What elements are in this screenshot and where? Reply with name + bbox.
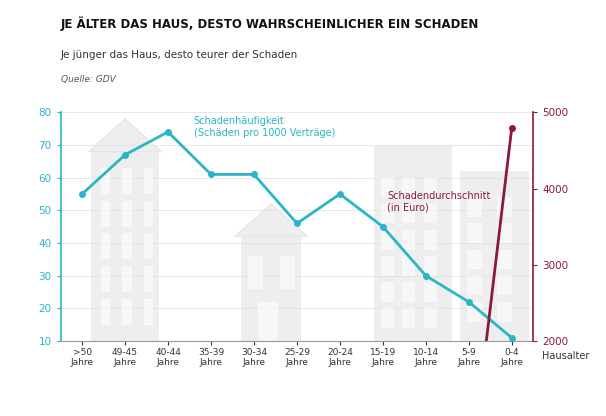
Bar — [402, 204, 415, 223]
Bar — [467, 302, 482, 322]
Bar — [144, 266, 153, 292]
Bar — [122, 201, 132, 227]
Bar — [402, 282, 415, 302]
Text: Schadendurchschnitt
(in Euro): Schadendurchschnitt (in Euro) — [387, 191, 490, 213]
Bar — [101, 168, 110, 194]
Bar — [497, 276, 512, 295]
Bar — [424, 204, 436, 223]
Bar — [101, 299, 110, 325]
Bar — [144, 168, 153, 194]
Bar — [402, 308, 415, 328]
Polygon shape — [235, 204, 308, 237]
Bar — [280, 256, 295, 289]
Text: JE ÄLTER DAS HAUS, DESTO WAHRSCHEINLICHER EIN SCHADEN: JE ÄLTER DAS HAUS, DESTO WAHRSCHEINLICHE… — [61, 17, 479, 31]
Text: Je jünger das Haus, desto teurer der Schaden: Je jünger das Haus, desto teurer der Sch… — [61, 50, 298, 60]
Bar — [460, 171, 529, 341]
Bar — [497, 302, 512, 322]
Bar — [424, 282, 436, 302]
Bar — [247, 256, 262, 289]
Bar — [467, 223, 482, 243]
Bar — [122, 299, 132, 325]
Bar — [381, 178, 394, 197]
Bar — [497, 223, 512, 243]
Bar — [381, 204, 394, 223]
Text: Quelle: GDV: Quelle: GDV — [61, 75, 115, 84]
Bar — [122, 168, 132, 194]
Bar — [424, 256, 436, 276]
Bar — [144, 299, 153, 325]
Bar — [424, 308, 436, 328]
Bar — [424, 230, 436, 250]
Bar — [402, 178, 415, 197]
Bar — [122, 233, 132, 260]
Bar — [497, 250, 512, 269]
Bar — [241, 237, 301, 341]
Bar — [258, 302, 278, 341]
Text: Hausalter: Hausalter — [542, 351, 589, 361]
Bar — [381, 230, 394, 250]
Bar — [467, 250, 482, 269]
Bar — [497, 197, 512, 217]
Bar — [144, 201, 153, 227]
Bar — [122, 266, 132, 292]
Bar — [424, 178, 436, 197]
Bar — [467, 276, 482, 295]
Bar — [91, 151, 159, 341]
Bar — [101, 201, 110, 227]
Bar — [375, 145, 451, 341]
Polygon shape — [88, 119, 162, 151]
Bar — [101, 266, 110, 292]
Bar — [402, 256, 415, 276]
Bar — [402, 230, 415, 250]
Bar — [144, 233, 153, 260]
Bar — [467, 197, 482, 217]
Bar — [101, 233, 110, 260]
Bar — [381, 256, 394, 276]
Bar — [381, 308, 394, 328]
Text: Schadenhäufigkeit
(Schäden pro 1000 Verträge): Schadenhäufigkeit (Schäden pro 1000 Vert… — [194, 116, 335, 139]
Bar — [381, 282, 394, 302]
